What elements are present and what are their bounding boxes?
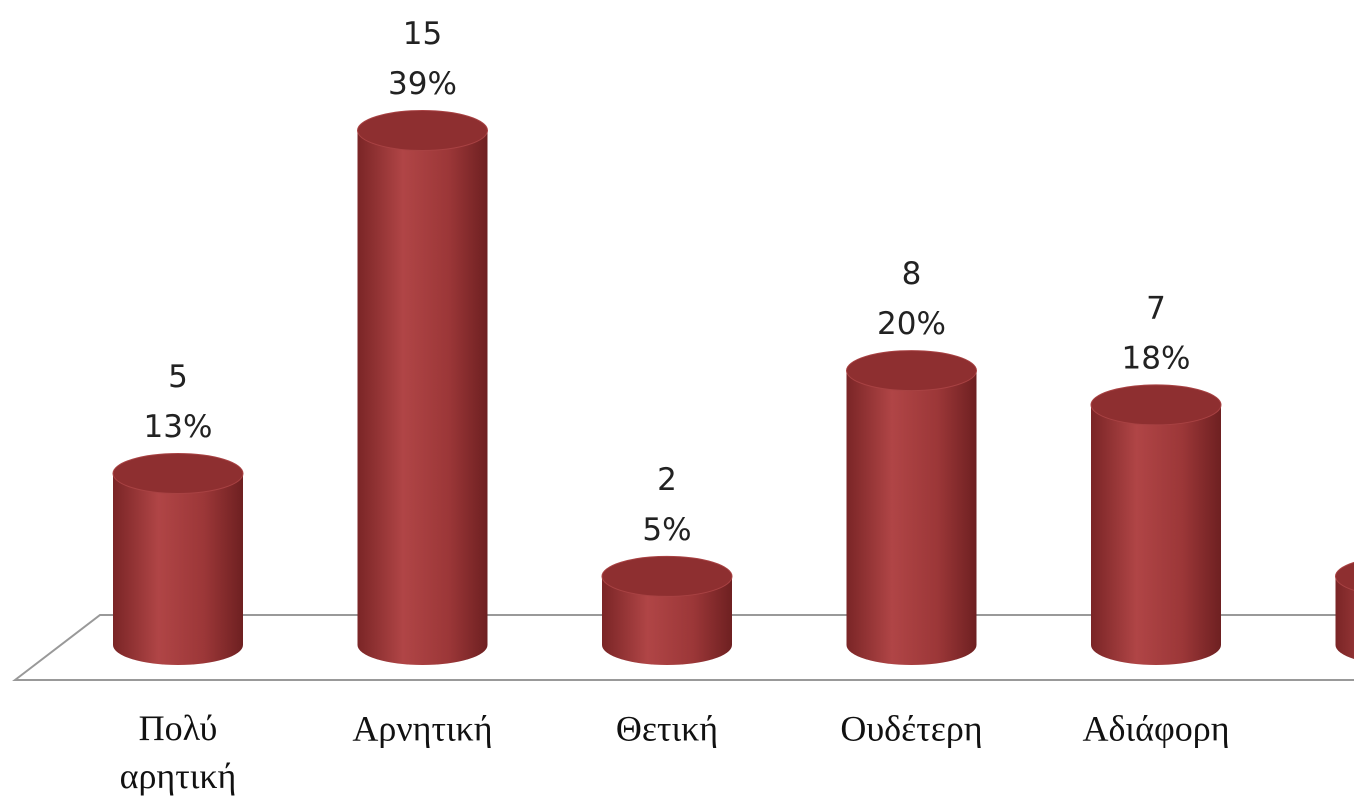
bar (1090, 384, 1222, 665)
cylinder-body (1091, 404, 1221, 665)
value-label: 7 (1146, 290, 1166, 326)
cylinder-body (602, 576, 732, 665)
x-tick-label: Πολύ αρητική (120, 708, 237, 796)
cylinder-top (112, 453, 244, 494)
bar (357, 110, 488, 665)
cylinder-top (601, 555, 733, 597)
x-tick-label: Θετική (616, 708, 718, 748)
percent-label: 39% (388, 66, 457, 102)
x-tick-label: Αδιάφορη (1082, 708, 1229, 748)
cylinder-top (357, 110, 488, 151)
value-label: 8 (902, 256, 922, 292)
bar (601, 555, 733, 665)
x-tick-label: Αρνητική (352, 708, 492, 748)
value-label: 2 (657, 462, 677, 498)
percent-label: 13% (144, 409, 213, 445)
bar (846, 350, 977, 665)
percent-label: 18% (1122, 340, 1191, 376)
value-label: 15 (403, 16, 442, 52)
percent-label: 20% (877, 306, 946, 342)
cylinder-body (113, 473, 243, 665)
percent-label: 5% (642, 512, 691, 548)
cylinder-top (846, 350, 977, 392)
bar (112, 453, 244, 665)
bar (1335, 561, 1354, 659)
cylinder-body (846, 370, 977, 665)
cylinder-top (1090, 384, 1222, 426)
cylinder-top (1335, 561, 1354, 591)
cylinder-body (1335, 576, 1354, 659)
cylinder-body (357, 130, 488, 665)
value-label: 5 (168, 359, 188, 395)
floor (12, 614, 1354, 681)
x-tick-label: Ουδέτερη (840, 708, 982, 748)
